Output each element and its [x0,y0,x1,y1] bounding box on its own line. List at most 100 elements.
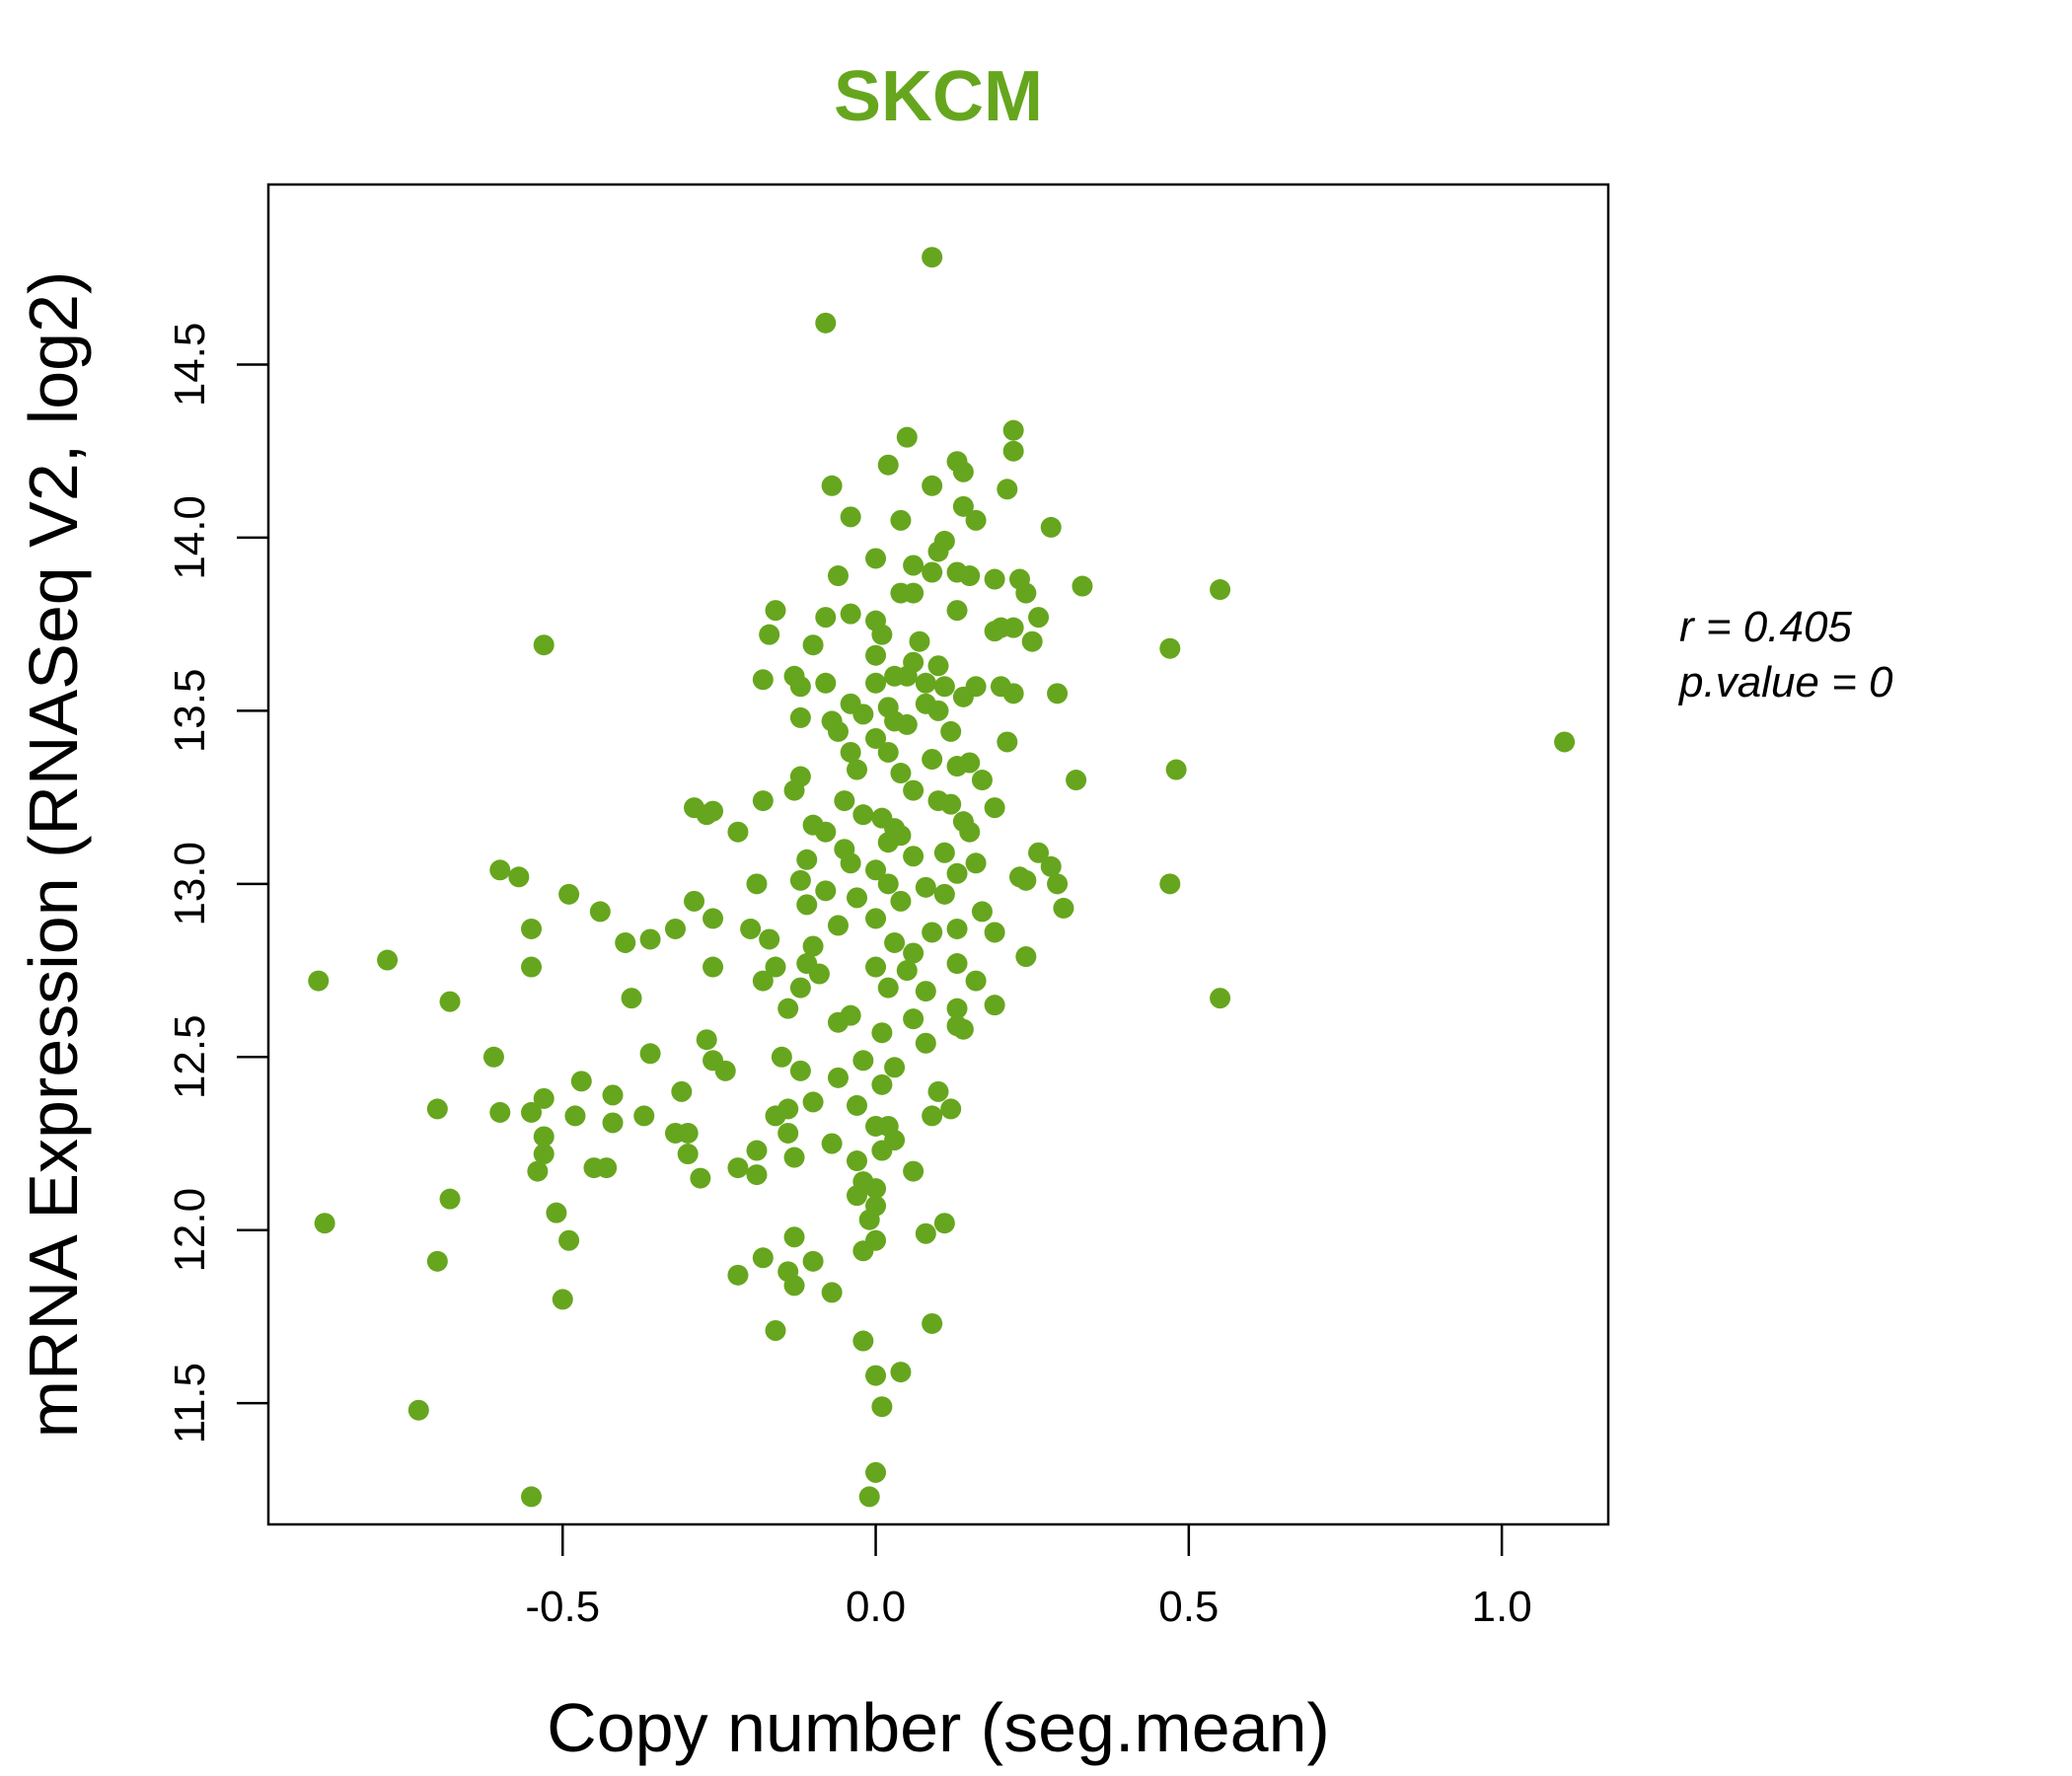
data-point [933,842,955,863]
data-point [865,727,887,749]
data-point [1015,946,1037,968]
data-point [1047,873,1069,895]
data-point [903,555,925,576]
data-point [696,1029,717,1051]
data-point [752,1247,774,1269]
data-point [1165,759,1187,780]
data-point [633,1105,655,1127]
data-point [827,1011,849,1033]
data-point [802,1091,824,1113]
data-point [946,862,968,884]
data-point [858,1486,880,1508]
data-point [984,621,1005,642]
data-point [821,1133,843,1154]
data-point [789,1060,811,1081]
data-point [521,918,543,939]
data-point [752,790,774,812]
data-point [1015,869,1037,891]
data-point [971,770,993,791]
data-point [852,1240,874,1262]
data-point [840,852,861,874]
data-point [984,922,1005,943]
data-point [533,634,555,656]
data-point [815,312,837,333]
data-point [1053,897,1074,919]
data-point [1028,607,1050,629]
data-point [815,880,837,902]
data-point [865,644,887,666]
data-point [703,956,724,978]
data-point [759,624,780,645]
data-point [602,1112,624,1134]
data-point [927,541,949,562]
data-point [965,509,987,531]
data-point [997,731,1018,753]
data-point [915,1032,936,1054]
data-point [407,1399,429,1421]
x-axis-title: Copy number (seg.mean) [547,1689,1330,1766]
data-point [1002,419,1024,441]
x-tick-label: -0.5 [525,1583,600,1631]
data-point [796,849,818,870]
data-point [915,1222,936,1244]
data-point [508,866,530,888]
y-tick-label: 12.0 [166,1188,214,1273]
data-point [865,908,887,929]
data-point [834,790,855,812]
data-point [915,981,936,1002]
data-point [852,703,874,725]
data-point [965,852,987,874]
data-point [871,624,893,645]
data-point [1015,582,1037,604]
data-point [877,832,899,853]
data-point [871,1073,893,1095]
data-point [789,676,811,698]
y-tick-label: 13.5 [166,669,214,754]
data-point [946,998,968,1019]
data-point [570,1071,592,1092]
data-point [865,1178,887,1200]
data-point [890,1362,912,1383]
data-point [827,915,849,936]
x-tick-label: 0.5 [1158,1583,1219,1631]
data-point [1210,988,1231,1009]
data-point [727,821,749,843]
data-point [940,720,962,742]
data-point [952,495,974,517]
data-point [690,1167,711,1189]
data-point [922,561,943,583]
data-point [946,953,968,975]
data-point [765,1105,786,1127]
data-point [439,991,461,1012]
y-tick-label: 13.0 [166,842,214,926]
data-point [847,759,868,780]
data-point [959,821,981,843]
y-tick-label: 11.5 [166,1363,214,1443]
data-point [922,922,943,943]
data-point [984,995,1005,1016]
data-point [952,686,974,707]
p-value-annotation: p.value = 0 [1677,658,1893,706]
data-point [489,1101,511,1123]
data-point [840,603,861,625]
data-point [815,672,837,694]
data-point [827,565,849,587]
data-point [677,1122,699,1144]
data-point [671,1080,693,1102]
data-point [426,1098,448,1120]
data-point [952,461,974,482]
data-point [959,565,981,587]
data-point [1066,770,1087,791]
data-point [946,918,968,939]
data-point [602,1084,624,1106]
data-point [714,1060,736,1081]
data-point [877,873,899,895]
data-point [815,821,837,843]
data-point [946,756,968,777]
data-point [1002,683,1024,704]
y-tick-label: 14.5 [166,323,214,407]
plot-frame [266,183,1610,1526]
data-point [1040,855,1062,877]
data-points [308,247,1576,1508]
